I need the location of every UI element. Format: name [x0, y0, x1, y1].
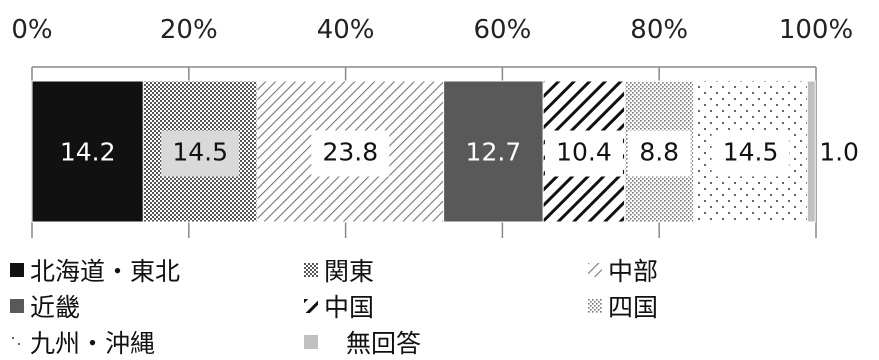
x-tick-label: 100% [779, 15, 853, 45]
legend-label: 北海道・東北 [30, 257, 181, 286]
bar-segment [443, 80, 544, 223]
x-tick-label: 60% [474, 15, 532, 45]
legend-item: 中部 [588, 252, 658, 288]
data-label-background [311, 130, 390, 177]
stacked-bar-chart: 0% 20% 40% 60% 80% 100% 14.2 14.5 23.8 12.7 10.4 8… [11, 15, 859, 238]
data-label: 14.5 [172, 138, 228, 167]
legend-item: 無回答 [304, 324, 421, 360]
legend-label: 中部 [608, 257, 659, 286]
legend-swatch [588, 263, 602, 277]
legend-swatch [304, 299, 318, 313]
legend-swatch [10, 263, 24, 277]
data-label-background [711, 130, 790, 177]
legend-item: 北海道・東北 [10, 252, 180, 288]
x-tick-label: 40% [317, 15, 375, 45]
legend-item: 近畿 [10, 288, 80, 324]
data-label: 10.4 [556, 138, 612, 167]
data-label-background [627, 130, 691, 177]
legend-swatch [10, 299, 24, 313]
legend-swatch [10, 335, 24, 349]
data-label: 14.5 [723, 138, 779, 167]
legend-label: 近畿 [30, 293, 81, 322]
legend-item: 中国 [304, 288, 374, 324]
data-label-background [161, 130, 240, 177]
data-label: 12.7 [466, 138, 522, 167]
legend-label: 中国 [324, 293, 375, 322]
x-tick-label: 0% [11, 15, 52, 45]
bar-segment [806, 80, 816, 223]
legend-label: 九州・沖縄 [30, 329, 156, 358]
legend-item: 関東 [304, 252, 374, 288]
data-label: 23.8 [322, 138, 378, 167]
legend-item: 四国 [588, 288, 658, 324]
data-label: 1.0 [819, 138, 859, 167]
bar-segment [31, 80, 144, 223]
legend-label: 関東 [324, 257, 375, 286]
legend-swatch [304, 263, 318, 277]
legend-swatch [588, 299, 602, 313]
legend-label: 無回答 [346, 329, 422, 358]
legend-label: 四国 [608, 293, 659, 322]
x-tick-label: 20% [160, 15, 218, 45]
data-label: 8.8 [639, 138, 679, 167]
legend-item: 九州・沖縄 [10, 324, 155, 360]
data-label: 14.2 [60, 138, 116, 167]
legend-swatch [304, 335, 318, 349]
data-labels: 14.2 14.5 23.8 12.7 10.4 8.8 14.5 1.0 [60, 130, 859, 177]
data-label-background [544, 130, 623, 177]
bar-segments [31, 80, 816, 223]
x-tick-label: 80% [630, 15, 688, 45]
